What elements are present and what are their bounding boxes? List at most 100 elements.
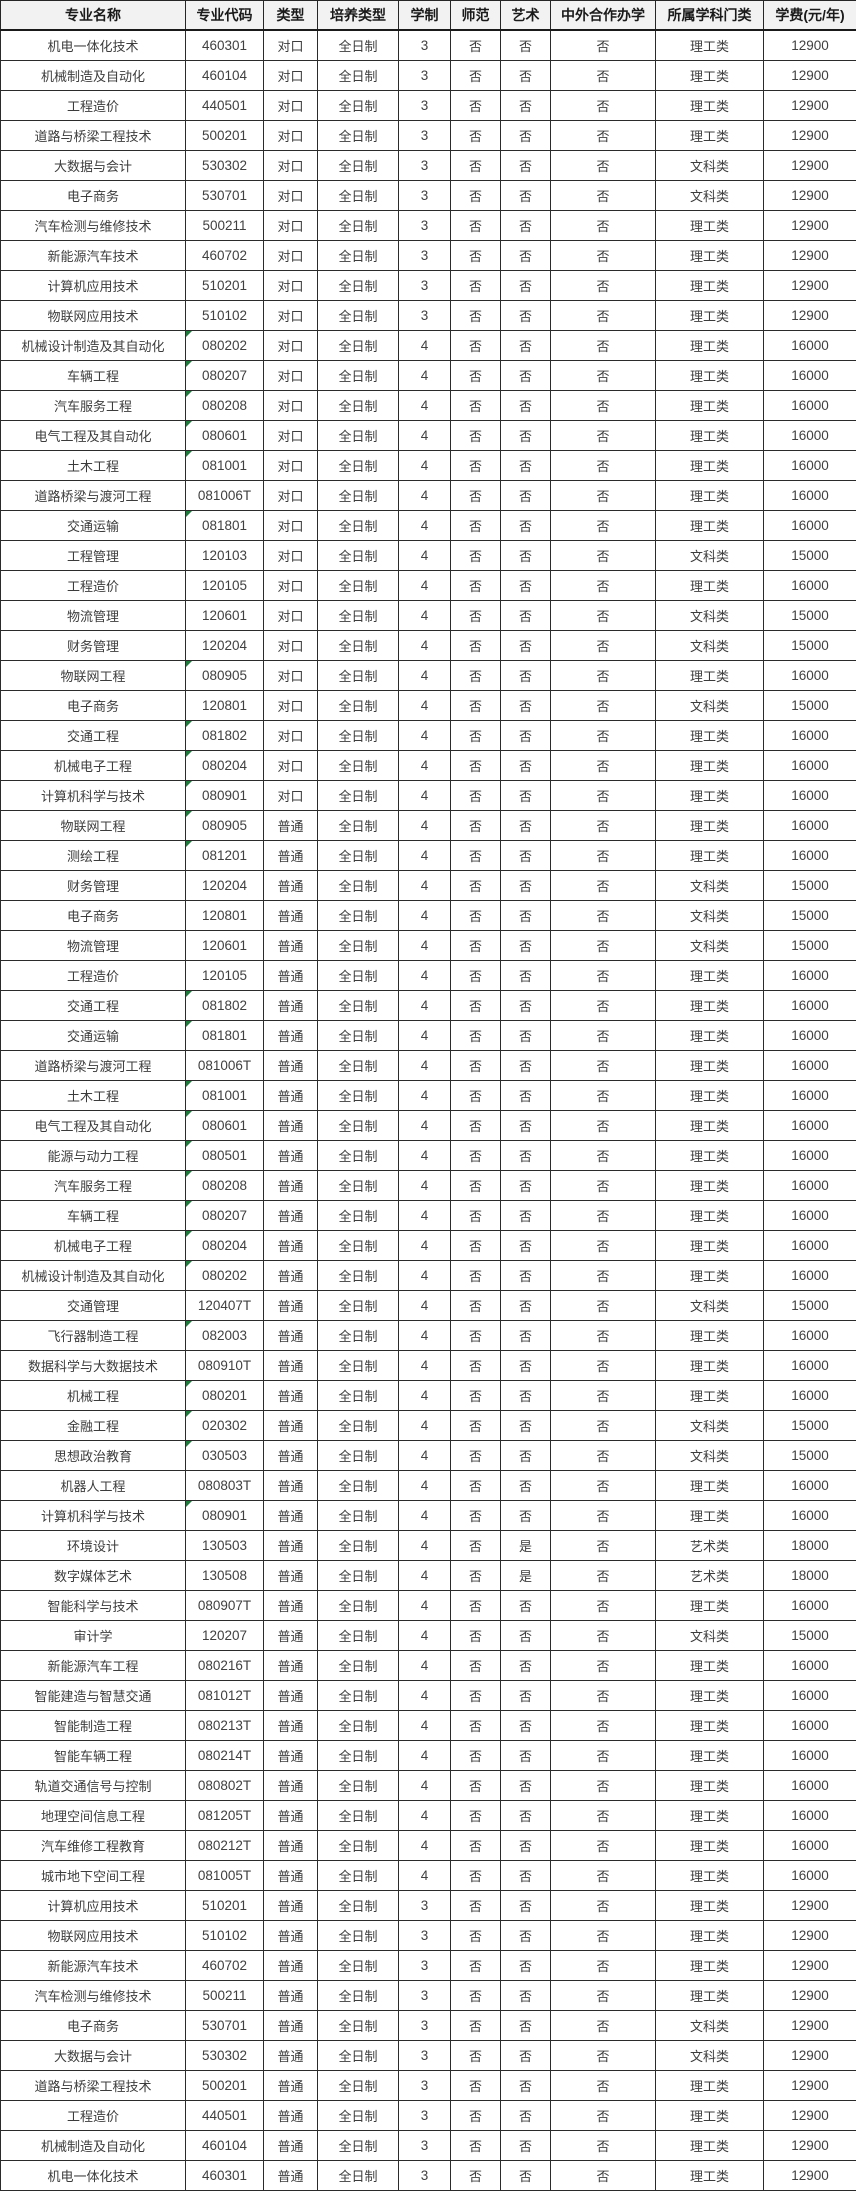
table-row: 财务管理 120204 普通 全日制 4 否否否文科类 15000 xyxy=(0,870,856,901)
cell-sino-foreign-coop: 否 xyxy=(550,1440,656,1471)
cell-type: 普通 xyxy=(263,1650,318,1681)
cell-teacher-training: 否 xyxy=(450,840,501,871)
cell-sino-foreign-coop: 否 xyxy=(550,1350,656,1381)
cell-sino-foreign-coop: 否 xyxy=(550,1560,656,1591)
number-stored-as-text-marker-icon xyxy=(186,1111,192,1117)
number-stored-as-text-marker-icon xyxy=(186,451,192,457)
cell-tuition: 16000 xyxy=(763,1380,856,1411)
cell-tuition: 16000 xyxy=(763,1650,856,1681)
cell-duration: 4 xyxy=(398,1530,451,1561)
cell-duration: 3 xyxy=(398,2130,451,2161)
cell-duration: 3 xyxy=(398,300,451,331)
table-row: 道路桥梁与渡河工程 081006T 对口 全日制 4 否否否理工类 16000 xyxy=(0,480,856,511)
table-row: 机械电子工程 080204 对口 全日制 4 否否否理工类 16000 xyxy=(0,750,856,781)
cell-subject-category: 理工类 xyxy=(655,1320,764,1351)
cell-art: 否 xyxy=(500,300,551,331)
cell-major-code: 080207 xyxy=(185,360,264,391)
cell-major-code: 120105 xyxy=(185,570,264,601)
cell-major-code: 120204 xyxy=(185,630,264,661)
cell-sino-foreign-coop: 否 xyxy=(550,1740,656,1771)
cell-training-type: 全日制 xyxy=(317,2070,399,2101)
cell-teacher-training: 否 xyxy=(450,1410,501,1441)
cell-type: 对口 xyxy=(263,690,318,721)
cell-major-name: 物联网应用技术 xyxy=(0,300,186,331)
cell-sino-foreign-coop: 否 xyxy=(550,750,656,781)
cell-teacher-training: 否 xyxy=(450,1560,501,1591)
cell-training-type: 全日制 xyxy=(317,330,399,361)
cell-major-code: 080214T xyxy=(185,1740,264,1771)
cell-art: 否 xyxy=(500,90,551,121)
table-row: 工程造价 120105 普通 全日制 4 否否否理工类 16000 xyxy=(0,960,856,991)
cell-major-name: 测绘工程 xyxy=(0,840,186,871)
cell-subject-category: 理工类 xyxy=(655,1260,764,1291)
cell-major-name: 计算机科学与技术 xyxy=(0,1500,186,1531)
cell-sino-foreign-coop: 否 xyxy=(550,1860,656,1891)
cell-art: 否 xyxy=(500,540,551,571)
cell-major-code: 510102 xyxy=(185,300,264,331)
cell-tuition: 16000 xyxy=(763,1050,856,1081)
cell-tuition: 15000 xyxy=(763,930,856,961)
cell-sino-foreign-coop: 否 xyxy=(550,900,656,931)
table-row: 测绘工程 081201 普通 全日制 4 否否否理工类 16000 xyxy=(0,840,856,871)
cell-tuition: 12900 xyxy=(763,2010,856,2041)
cell-major-code: 440501 xyxy=(185,2100,264,2131)
cell-training-type: 全日制 xyxy=(317,1230,399,1261)
cell-teacher-training: 否 xyxy=(450,1290,501,1321)
table-row: 电气工程及其自动化 080601 对口 全日制 4 否否否理工类 16000 xyxy=(0,420,856,451)
cell-type: 对口 xyxy=(263,630,318,661)
cell-major-name: 机械工程 xyxy=(0,1380,186,1411)
cell-major-code: 500201 xyxy=(185,2070,264,2101)
cell-training-type: 全日制 xyxy=(317,1140,399,1171)
cell-type: 普通 xyxy=(263,1950,318,1981)
table-row: 新能源汽车技术 460702 普通 全日制 3 否否否理工类 12900 xyxy=(0,1950,856,1981)
cell-duration: 4 xyxy=(398,1740,451,1771)
cell-major-code: 460702 xyxy=(185,1950,264,1981)
cell-subject-category: 理工类 xyxy=(655,1170,764,1201)
cell-major-name: 机械制造及自动化 xyxy=(0,60,186,91)
cell-sino-foreign-coop: 否 xyxy=(550,1830,656,1861)
cell-major-name: 大数据与会计 xyxy=(0,2040,186,2071)
cell-tuition: 15000 xyxy=(763,1620,856,1651)
cell-tuition: 15000 xyxy=(763,1290,856,1321)
cell-tuition: 16000 xyxy=(763,1680,856,1711)
cell-duration: 4 xyxy=(398,1410,451,1441)
cell-tuition: 12900 xyxy=(763,1920,856,1951)
cell-art: 是 xyxy=(500,1530,551,1561)
cell-duration: 4 xyxy=(398,1800,451,1831)
cell-major-code: 120207 xyxy=(185,1620,264,1651)
cell-type: 普通 xyxy=(263,1110,318,1141)
cell-teacher-training: 否 xyxy=(450,1740,501,1771)
cell-sino-foreign-coop: 否 xyxy=(550,840,656,871)
cell-subject-category: 理工类 xyxy=(655,1830,764,1861)
cell-teacher-training: 否 xyxy=(450,720,501,751)
cell-tuition: 16000 xyxy=(763,420,856,451)
cell-subject-category: 理工类 xyxy=(655,750,764,781)
table-row: 计算机应用技术 510201 对口 全日制 3 否否否理工类 12900 xyxy=(0,270,856,301)
cell-duration: 4 xyxy=(398,1770,451,1801)
cell-art: 否 xyxy=(500,1860,551,1891)
cell-tuition: 12900 xyxy=(763,2040,856,2071)
table-row: 城市地下空间工程 081005T 普通 全日制 4 否否否理工类 16000 xyxy=(0,1860,856,1891)
cell-sino-foreign-coop: 否 xyxy=(550,300,656,331)
number-stored-as-text-marker-icon xyxy=(186,1141,192,1147)
cell-sino-foreign-coop: 否 xyxy=(550,870,656,901)
cell-subject-category: 文科类 xyxy=(655,870,764,901)
table-body: 机电一体化技术 460301 对口 全日制 3 否否否理工类 12900 机械制造及自动化 46… xyxy=(0,29,856,2191)
cell-major-name: 土木工程 xyxy=(0,450,186,481)
cell-subject-category: 理工类 xyxy=(655,1920,764,1951)
cell-art: 否 xyxy=(500,1320,551,1351)
cell-type: 普通 xyxy=(263,1080,318,1111)
cell-teacher-training: 否 xyxy=(450,180,501,211)
cell-teacher-training: 否 xyxy=(450,930,501,961)
cell-art: 否 xyxy=(500,1770,551,1801)
cell-major-name: 机械电子工程 xyxy=(0,750,186,781)
cell-training-type: 全日制 xyxy=(317,990,399,1021)
cell-art: 否 xyxy=(500,1800,551,1831)
cell-art: 否 xyxy=(500,1980,551,2011)
table-row: 大数据与会计 530302 普通 全日制 3 否否否文科类 12900 xyxy=(0,2040,856,2071)
number-stored-as-text-marker-icon xyxy=(186,1021,192,1027)
cell-training-type: 全日制 xyxy=(317,1800,399,1831)
number-stored-as-text-marker-icon xyxy=(186,1501,192,1507)
table-row: 汽车检测与维修技术 500211 普通 全日制 3 否否否理工类 12900 xyxy=(0,1980,856,2011)
